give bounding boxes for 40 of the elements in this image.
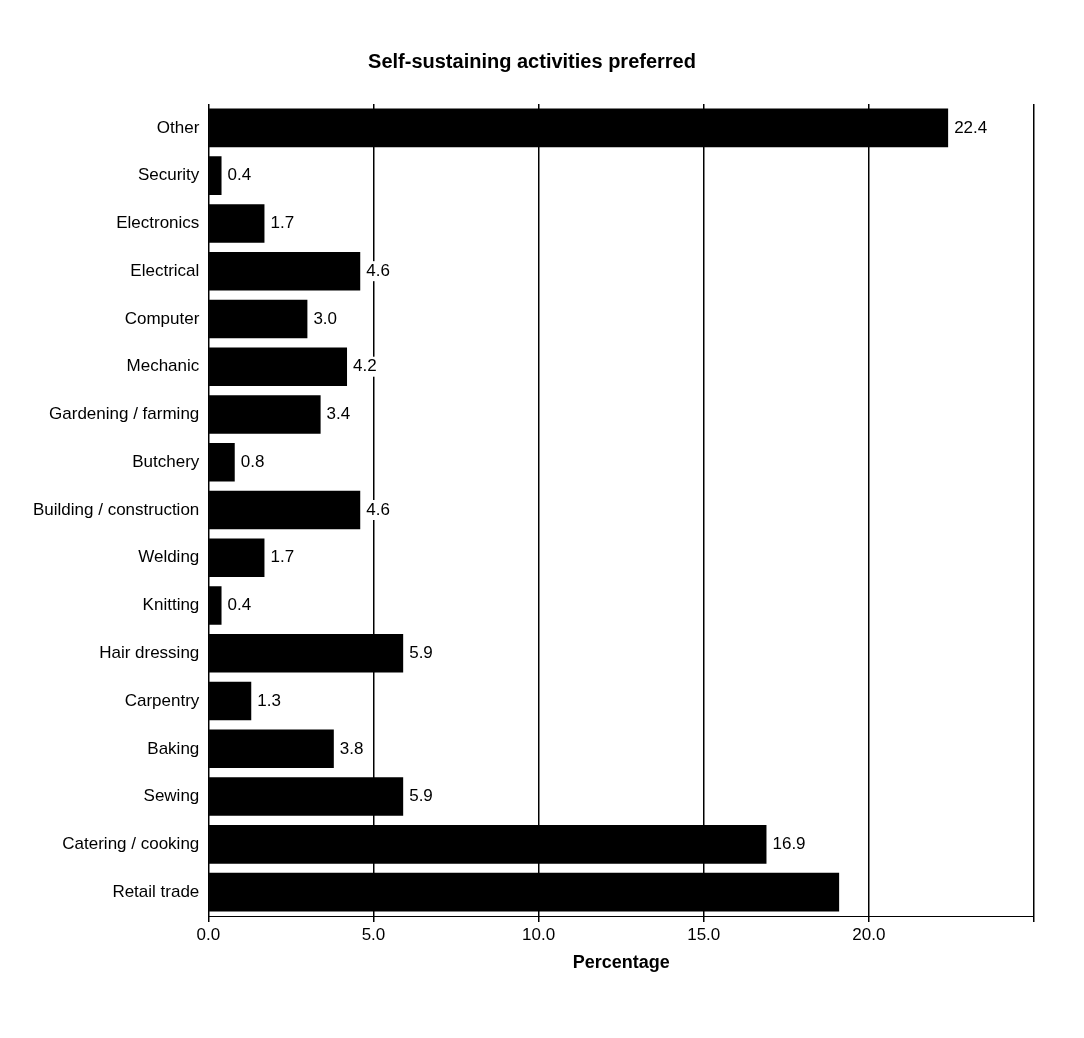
data-label: 3.0 <box>313 308 338 328</box>
y-tick-label: Catering / cooking <box>62 834 200 854</box>
y-tick-label: Carpentry <box>124 690 200 710</box>
y-tick-label: Welding <box>138 547 200 567</box>
y-tick-label: Other <box>156 117 200 137</box>
data-label: 0.4 <box>227 165 252 185</box>
y-tick-label: Computer <box>124 308 200 328</box>
data-label: 5.9 <box>409 642 433 662</box>
data-label: 16.9 <box>772 834 806 854</box>
chart-title: Self-sustaining activities preferred <box>368 49 696 72</box>
data-label: 0.8 <box>240 451 265 471</box>
x-tick-label: 5.0 <box>361 924 386 944</box>
data-label: 3.4 <box>326 404 351 424</box>
x-tick-label: 10.0 <box>522 924 556 944</box>
x-tick-label: 20.0 <box>852 924 886 944</box>
y-tick-label: Sewing <box>143 786 200 806</box>
data-label: 4.6 <box>366 499 390 519</box>
x-tick-label: 0.0 <box>196 924 221 944</box>
data-label: 1.7 <box>270 213 295 233</box>
data-label: 5.9 <box>409 786 433 806</box>
y-tick-label: Security <box>137 165 200 185</box>
x-axis-title: Percentage <box>572 952 670 973</box>
y-tick-label: Hair dressing <box>99 642 200 662</box>
data-label: 0.4 <box>227 595 252 615</box>
y-tick-label: Butchery <box>132 451 200 471</box>
y-tick-label: Gardening / farming <box>49 404 200 424</box>
data-label: 4.6 <box>366 260 390 280</box>
y-tick-label: Electrical <box>130 260 200 280</box>
y-tick-label: Mechanic <box>126 356 200 376</box>
x-tick-label: 15.0 <box>687 924 721 944</box>
data-label: 1.7 <box>270 547 295 567</box>
y-tick-label: Retail trade <box>112 881 200 901</box>
y-tick-label: Building / construction <box>32 499 200 519</box>
data-label: 22.4 <box>954 117 988 137</box>
data-label: 3.8 <box>339 738 364 758</box>
data-label: 1.3 <box>257 690 281 710</box>
y-tick-label: Electronics <box>116 213 200 233</box>
y-tick-label: Knitting <box>142 595 200 615</box>
data-label: 4.2 <box>353 356 377 376</box>
y-tick-label: Baking <box>147 738 200 758</box>
